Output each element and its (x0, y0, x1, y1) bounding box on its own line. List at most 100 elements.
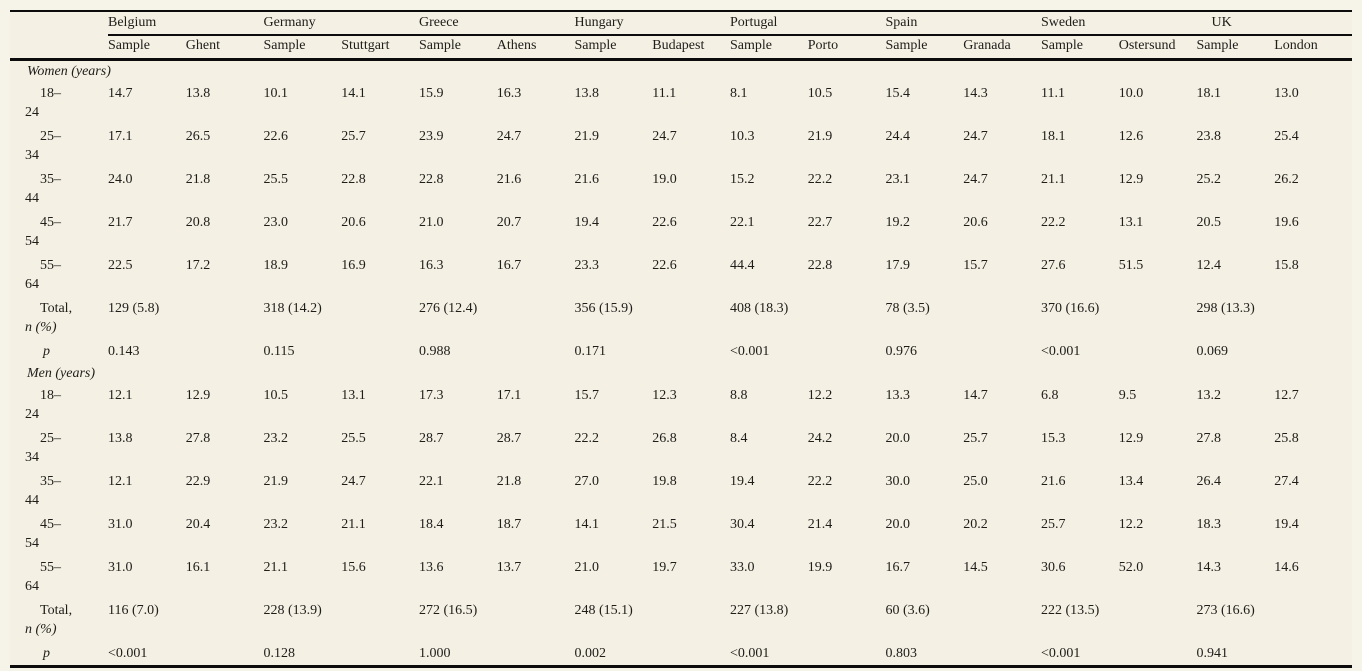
data-cell: 22.9 (185, 474, 211, 489)
data-cell: 18.1 (1041, 129, 1066, 144)
data-cell: 30.0 (885, 474, 911, 489)
data-cell: 20.0 (885, 431, 911, 446)
country-header: Sweden (1041, 15, 1086, 30)
total-cell: 222 (13.5) (1041, 603, 1100, 618)
age-group-row: 25– 34 17.1 26.5 22.6 25.7 23.9 24.7 21.9 24.7 10.… (10, 125, 1352, 168)
column-header-row: Sample Ghent Sample Stuttgart Sample Athens Sa… (10, 36, 1352, 61)
row-label-line2: 64 (25, 277, 39, 292)
data-cell: 13.6 (419, 560, 444, 575)
empty-corner-cell (10, 36, 108, 58)
data-cell: 16.3 (419, 258, 444, 273)
data-cell: 21.0 (574, 560, 600, 575)
data-cell: 15.6 (341, 560, 366, 575)
data-cell: 10.3 (730, 129, 755, 144)
data-cell: 23.2 (263, 517, 289, 532)
city-column-header: Granada (963, 38, 1011, 53)
row-label-line1: 18– (40, 388, 61, 403)
data-cell: 22.6 (652, 215, 677, 230)
data-cell: 22.7 (807, 215, 833, 230)
p-value-cell: 1.000 (419, 646, 451, 661)
data-cell: 14.3 (1196, 560, 1222, 575)
p-value-cell: 0.171 (574, 344, 607, 359)
data-cell: 14.6 (1274, 560, 1299, 575)
sample-column-header: Sample (263, 38, 306, 53)
data-cell: 14.1 (574, 517, 600, 532)
data-cell: 22.6 (263, 129, 289, 144)
data-cell: 25.5 (341, 431, 366, 446)
p-value-cell: 0.803 (885, 646, 918, 661)
total-cell: 227 (13.8) (730, 603, 789, 618)
data-cell: 10.0 (1118, 86, 1144, 101)
total-cell: 298 (13.3) (1196, 301, 1255, 316)
data-cell: 24.7 (341, 474, 366, 489)
data-cell: 6.8 (1041, 388, 1059, 403)
data-cell: 8.1 (730, 86, 748, 101)
row-label: 45– 54 (10, 513, 108, 553)
row-label-line1: 25– (40, 431, 61, 446)
data-cell: 25.8 (1274, 431, 1299, 446)
data-cell: 20.6 (963, 215, 988, 230)
data-cell: 20.0 (885, 517, 911, 532)
data-cell: 21.9 (263, 474, 289, 489)
country-header: Greece (419, 15, 459, 30)
row-label-line2: 44 (25, 191, 39, 206)
country-header: Spain (885, 15, 918, 30)
row-label-line2: 34 (25, 450, 39, 465)
data-cell: 24.7 (963, 172, 988, 187)
row-label-line1: 55– (40, 258, 61, 273)
row-label: 25– 34 (10, 125, 108, 165)
data-cell: 22.1 (419, 474, 444, 489)
data-cell: 17.1 (496, 388, 522, 403)
data-cell: 12.1 (108, 474, 133, 489)
age-group-row: 55– 64 22.5 17.2 18.9 16.9 16.3 16.7 23.3 22.6 44.… (10, 254, 1352, 297)
row-label: 35– 44 (10, 168, 108, 208)
total-cell: 408 (18.3) (730, 301, 789, 316)
total-row: Total, n (%) 116 (7.0) 228 (13.9) 272 (16.5)… (10, 599, 1352, 642)
data-cell: 18.3 (1196, 517, 1222, 532)
data-cell: 15.7 (963, 258, 988, 273)
data-cell: 30.4 (730, 517, 755, 532)
data-cell: 21.8 (185, 172, 211, 187)
data-cell: 24.0 (108, 172, 133, 187)
age-group-row: 55– 64 31.0 16.1 21.1 15.6 13.6 13.7 21.0 19.7 33.… (10, 556, 1352, 599)
row-label-line2: n (%) (25, 622, 57, 637)
data-cell: 26.4 (1196, 474, 1222, 489)
age-group-row: 45– 54 31.0 20.4 23.2 21.1 18.4 18.7 14.1 21.5 30.… (10, 513, 1352, 556)
country-header: Hungary (574, 15, 624, 30)
data-cell: 18.9 (263, 258, 289, 273)
age-group-row: 18– 24 12.1 12.9 10.5 13.1 17.3 17.1 15.7 12.3 8.8… (10, 384, 1352, 427)
data-cell: 10.1 (263, 86, 289, 101)
table-body: Women (years) 18– 24 14.7 13.8 10.1 14.1 15.9 16… (10, 61, 1352, 665)
data-cell: 23.9 (419, 129, 444, 144)
row-label: 25– 34 (10, 427, 108, 467)
data-cell: 26.2 (1274, 172, 1299, 187)
data-cell: 8.4 (730, 431, 748, 446)
data-cell: 25.7 (963, 431, 988, 446)
total-cell: 248 (15.1) (574, 603, 633, 618)
sample-column-header: Sample (885, 38, 928, 53)
row-label-line2: 54 (25, 536, 39, 551)
data-cell: 22.5 (108, 258, 133, 273)
data-cell: 22.2 (807, 172, 833, 187)
data-cell: 22.8 (807, 258, 833, 273)
data-cell: 12.1 (108, 388, 133, 403)
data-cell: 25.7 (341, 129, 366, 144)
data-cell: 10.5 (263, 388, 289, 403)
data-cell: 19.8 (652, 474, 677, 489)
p-value-cell: 0.941 (1196, 646, 1229, 661)
p-value-cell: 0.976 (885, 344, 918, 359)
data-cell: 22.6 (652, 258, 677, 273)
data-cell: 28.7 (419, 431, 444, 446)
p-value-cell: 0.128 (263, 646, 296, 661)
data-cell: 14.1 (341, 86, 366, 101)
data-cell: 13.0 (1274, 86, 1299, 101)
row-label: 18– 24 (10, 82, 108, 122)
data-cell: 22.1 (730, 215, 755, 230)
data-cell: 31.0 (108, 517, 133, 532)
country-header: Portugal (730, 15, 778, 30)
data-cell: 9.5 (1118, 388, 1137, 403)
total-row: Total, n (%) 129 (5.8) 318 (14.2) 276 (12.4)… (10, 297, 1352, 340)
data-cell: 16.1 (185, 560, 211, 575)
demographics-table: Belgium Germany Greece Hungary Portugal Spain… (10, 10, 1352, 668)
